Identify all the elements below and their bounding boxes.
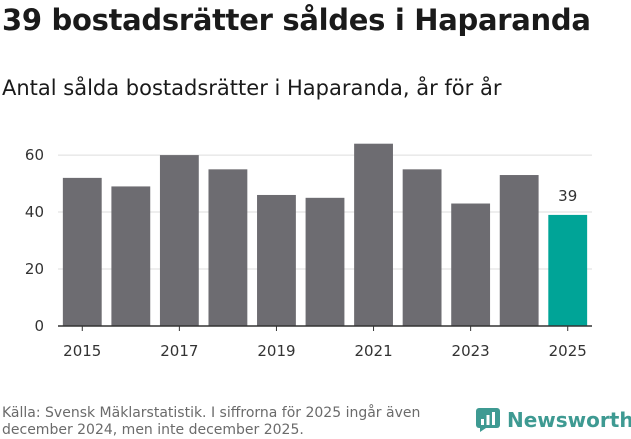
bar-2020 <box>305 197 345 326</box>
source-note: Källa: Svensk Mäklarstatistik. I siffror… <box>2 405 421 438</box>
x-tick-label: 2023 <box>452 342 490 360</box>
brand-name: Newsworthy <box>507 408 631 432</box>
y-tick-label: 60 <box>25 146 44 164</box>
x-tick-label: 2017 <box>160 342 198 360</box>
bar-2015 <box>62 177 102 326</box>
bar-2016 <box>111 186 151 326</box>
data-label-2025: 39 <box>558 187 577 205</box>
bar-2018 <box>208 169 248 326</box>
bar-2025 <box>548 214 588 326</box>
bar-2017 <box>159 155 199 326</box>
chart-title: 39 bostadsrätter såldes i Haparanda <box>2 3 591 37</box>
bar-2024 <box>499 175 539 326</box>
y-axis-ticks: 0 20 40 60 <box>25 146 44 335</box>
y-tick-label: 0 <box>34 317 44 335</box>
bar-2023 <box>451 203 491 326</box>
bar-2022 <box>402 169 442 326</box>
chart-subtitle: Antal sålda bostadsrätter i Haparanda, å… <box>2 76 502 100</box>
bar-chart: 0 20 40 60 2015 2017 2019 2021 2023 2025 39 <box>25 143 592 360</box>
x-tick-label: 2025 <box>549 342 587 360</box>
x-tick-label: 2021 <box>354 342 392 360</box>
y-tick-label: 20 <box>25 260 44 278</box>
bar-2019 <box>257 194 296 326</box>
bars <box>62 143 588 326</box>
newsworthy-logo-icon <box>476 408 500 432</box>
y-tick-label: 40 <box>25 203 44 221</box>
bar-2021 <box>354 143 393 326</box>
x-axis-ticks: 2015 2017 2019 2021 2023 2025 <box>63 326 587 360</box>
x-tick-label: 2019 <box>257 342 295 360</box>
x-tick-label: 2015 <box>63 342 101 360</box>
data-labels: 39 <box>558 187 577 205</box>
brand-logo: Newsworthy <box>476 408 631 432</box>
